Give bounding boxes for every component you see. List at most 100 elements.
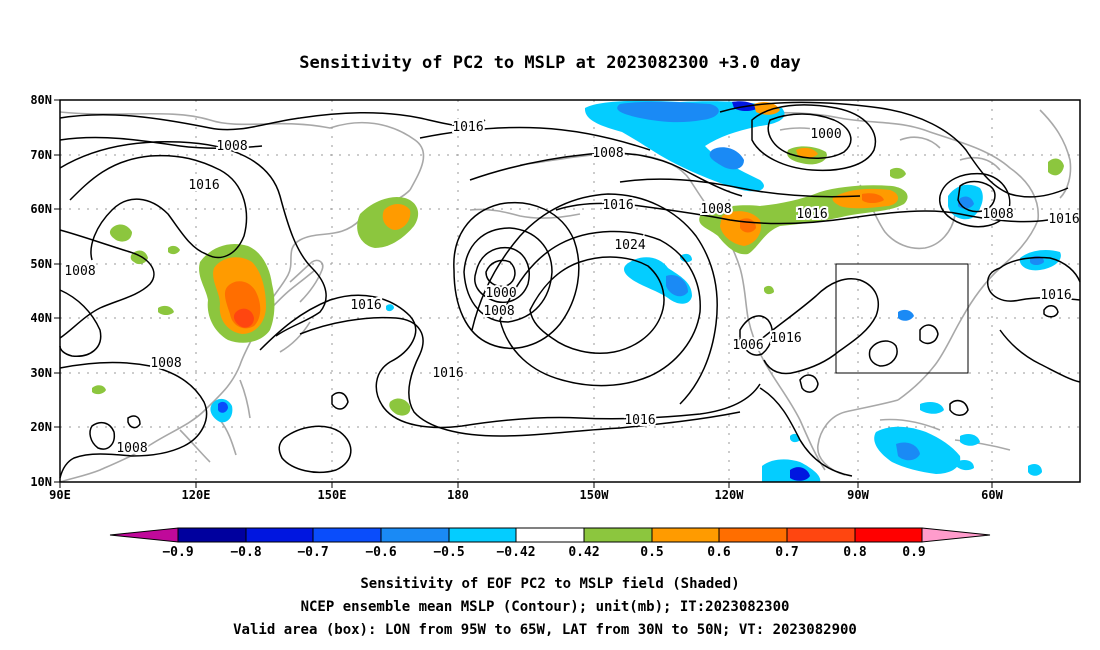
colorbar-bin	[786, 527, 856, 543]
contour-labels: 1016 1008 1008 1016 1016 1008 1016 1008 …	[62, 118, 1081, 458]
shade-trop-blue-dark	[790, 467, 810, 481]
lon-label: 90E	[49, 488, 71, 502]
colorbar-cap-high	[921, 527, 991, 543]
colorbar-bin	[515, 527, 585, 543]
coast-sea-asia	[59, 379, 251, 483]
shade-pac-blue-dark	[666, 274, 688, 297]
coast-na-west	[739, 267, 826, 471]
contour-label: 1006	[732, 338, 763, 353]
colorbar-bin	[854, 527, 923, 543]
contour-label: 1008	[150, 356, 181, 371]
contour-trop-2	[949, 399, 969, 416]
contour-east-1016	[986, 256, 1081, 302]
contour-arctic-1008	[469, 152, 743, 197]
colorbar-bin	[177, 527, 247, 543]
contour-canada-outer	[719, 101, 1069, 198]
contour-pac-1016	[299, 316, 741, 437]
contour-arctic-1016b	[555, 202, 1049, 225]
contour-1006	[739, 315, 774, 356]
captions: Sensitivity of EOF PC2 to MSLP field (Sh…	[233, 576, 857, 638]
colorbar-label: −0.6	[365, 545, 396, 560]
coast-japan-islands	[289, 259, 324, 303]
colorbar-bin	[312, 527, 382, 543]
colorbar-label: −0.7	[297, 545, 328, 560]
contour-south-1016	[759, 387, 853, 477]
valid-area-box	[835, 263, 969, 374]
contour-asia-6	[59, 289, 102, 357]
lon-axis-labels: 90E 120E 150E 180 150W 120W 90W 60W	[49, 488, 1003, 502]
contour-label: 1016	[770, 331, 801, 346]
contour-labrador-1008	[957, 180, 996, 213]
coast-canada-arctic	[719, 111, 1040, 221]
contour-label: 1000	[485, 286, 516, 301]
contour-asia-2	[59, 136, 263, 150]
shade-canada-green-3	[1048, 158, 1064, 176]
contour-trop-4	[278, 425, 352, 474]
colorbar-labels: −0.9 −0.8 −0.7 −0.6 −0.5 −0.42 0.42 0.5 …	[162, 545, 925, 560]
shade-dot-blue	[386, 304, 394, 312]
colorbar-bin	[718, 527, 788, 543]
axis-ticks	[54, 99, 993, 488]
shade-trop-blue-6	[956, 460, 974, 471]
contour-label: 1016	[1048, 212, 1079, 227]
contour-asia-9	[127, 415, 141, 429]
contour-trop-1	[799, 374, 819, 393]
sensitivity-shading	[92, 100, 1064, 482]
contour-east-small	[1043, 305, 1059, 318]
shade-na-band-orange	[720, 188, 899, 246]
colorbar-label: 0.9	[902, 545, 925, 560]
contour-low-1000	[485, 259, 516, 288]
shade-asia-blue-dark	[218, 401, 228, 413]
contour-box-low	[868, 340, 898, 367]
contour-label: 1016	[350, 298, 381, 313]
shade-ocean-green	[389, 398, 411, 416]
colorbar-bin	[380, 527, 450, 543]
lon-label: 60W	[981, 488, 1003, 502]
colorbar-bin	[448, 527, 517, 543]
lon-label: 150E	[318, 488, 347, 502]
contour-label: 1000	[810, 127, 841, 142]
contour-asia-3	[69, 154, 248, 261]
shade-trop-blue-4	[920, 402, 944, 414]
caption-line-1: Sensitivity of EOF PC2 to MSLP field (Sh…	[360, 576, 739, 592]
contour-box-low2	[919, 324, 939, 345]
lon-label: 120E	[182, 488, 211, 502]
shade-canada-green-2	[890, 167, 906, 179]
colorbar-label: 0.5	[640, 545, 663, 560]
shade-arctic-orange	[754, 102, 780, 115]
shade-trop-blue-2	[896, 442, 920, 461]
contour-low-1004	[474, 246, 530, 304]
contour-label: 1016	[624, 413, 655, 428]
colorbar-bin	[651, 527, 720, 543]
contour-canada-1004	[751, 104, 877, 172]
contour-label: 1008	[216, 139, 247, 154]
shade-arctic-blue-2	[709, 147, 744, 170]
contour-label: 1008	[483, 304, 514, 319]
colorbar-label: 0.42	[568, 545, 599, 560]
shade-kamchatka-orange	[382, 204, 411, 230]
shade-small-green-4	[158, 305, 174, 315]
colorbar-label: −0.42	[496, 545, 535, 560]
map-frame	[59, 99, 1081, 483]
shade-pac-blue-small	[680, 253, 692, 263]
caption-line-2: NCEP ensemble mean MSLP (Contour); unit(…	[301, 599, 790, 615]
contour-pac-outer	[259, 294, 761, 429]
colorbar-bin	[583, 527, 653, 543]
lat-label: 50N	[30, 257, 52, 271]
contour-label: 1024	[614, 238, 645, 253]
contour-label: 1016	[796, 207, 827, 222]
lon-label: 120W	[715, 488, 745, 502]
colorbar	[109, 527, 991, 543]
colorbar-cap-low	[109, 527, 179, 543]
contour-asia-4	[59, 140, 327, 337]
contour-label: 1008	[982, 207, 1013, 222]
contour-arctic-1016	[419, 126, 651, 151]
contour-asia-1	[59, 112, 486, 131]
contour-label: 1008	[64, 264, 95, 279]
lat-label: 80N	[30, 93, 52, 107]
map-panel: 1016 1008 1008 1016 1016 1008 1016 1008 …	[59, 99, 1082, 483]
lat-label: 70N	[30, 148, 52, 162]
coast-asia-east	[149, 189, 411, 446]
contour-label: 1008	[700, 202, 731, 217]
shade-trop-blue-5	[960, 434, 980, 446]
